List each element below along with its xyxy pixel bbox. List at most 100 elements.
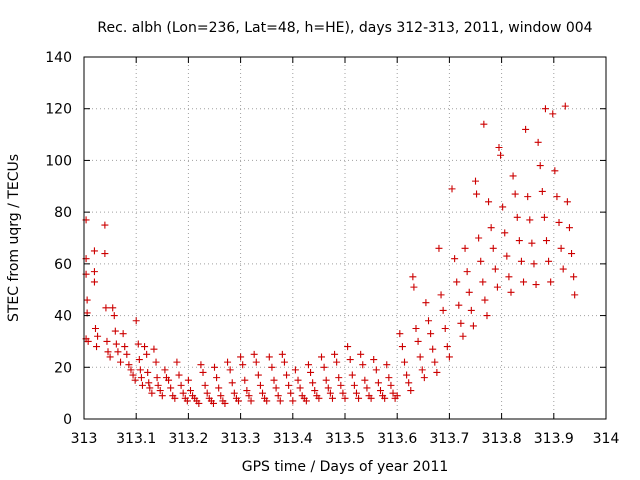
data-point [370, 356, 378, 364]
data-point [296, 384, 304, 392]
data-point [154, 381, 162, 389]
data-point [320, 363, 328, 371]
data-point [215, 384, 223, 392]
data-point [515, 237, 523, 245]
data-point [285, 381, 293, 389]
data-point [195, 399, 203, 407]
x-tick-label: 313.3 [221, 431, 261, 447]
data-point [315, 394, 323, 402]
data-point [341, 394, 349, 402]
data-point [239, 361, 247, 369]
data-point [252, 358, 260, 366]
data-point [469, 322, 477, 330]
data-point [289, 397, 297, 405]
data-point [136, 366, 144, 374]
data-point [359, 361, 367, 369]
data-point [94, 332, 102, 340]
data-point [177, 381, 185, 389]
data-point [90, 247, 98, 255]
data-point [410, 283, 418, 291]
data-point [265, 353, 273, 361]
data-point [520, 278, 528, 286]
data-point [104, 348, 112, 356]
data-point [420, 374, 428, 382]
data-point [101, 221, 109, 229]
data-point [339, 389, 347, 397]
data-point [549, 110, 557, 118]
x-tick-label: 313.5 [325, 431, 365, 447]
data-point [103, 337, 111, 345]
data-point [538, 187, 546, 195]
data-point [503, 252, 511, 260]
data-point [83, 296, 91, 304]
data-point [405, 379, 413, 387]
x-tick-label: 313.9 [534, 431, 574, 447]
data-point [112, 340, 120, 348]
data-point [184, 376, 192, 384]
data-point [243, 387, 251, 395]
data-point [263, 397, 271, 405]
data-points [82, 102, 579, 407]
data-point [201, 381, 209, 389]
y-tick-label: 60 [54, 257, 72, 273]
data-point [561, 102, 569, 110]
y-tick-label: 140 [45, 50, 72, 66]
data-point [211, 363, 218, 371]
data-point [505, 273, 513, 281]
data-point [513, 213, 521, 221]
data-point [148, 389, 156, 397]
data-point [487, 224, 495, 232]
data-point [226, 366, 234, 374]
data-point [93, 343, 101, 351]
data-point [245, 392, 253, 400]
grid-lines [84, 57, 606, 419]
data-point [173, 358, 181, 366]
data-point [134, 340, 142, 348]
data-point [213, 374, 221, 382]
data-point [457, 319, 465, 327]
data-point [541, 105, 549, 113]
data-point [326, 389, 334, 397]
data-point [425, 317, 433, 325]
data-point [431, 358, 439, 366]
data-point [383, 361, 391, 369]
data-point [374, 379, 382, 387]
data-point [311, 387, 319, 395]
x-axis-ticks: 313 313.1 313.2 313.3 313.4 313.5 313.6 313.7 31… [71, 57, 620, 447]
chart-title: Rec. albh (Lon=236, Lat=48, h=HE), days … [97, 20, 592, 36]
data-point [209, 399, 217, 407]
data-point [559, 265, 567, 273]
data-point [441, 325, 449, 332]
data-point [479, 278, 487, 286]
data-point [403, 371, 411, 379]
data-point [230, 389, 238, 397]
data-point [121, 343, 129, 351]
data-point [547, 278, 555, 286]
data-point [150, 345, 158, 353]
data-point [532, 281, 540, 289]
data-point [259, 389, 267, 397]
data-point [138, 381, 146, 389]
data-point [427, 330, 435, 338]
x-tick-label: 314 [593, 431, 620, 447]
data-point [551, 167, 559, 175]
data-point [465, 288, 473, 296]
data-point [571, 291, 579, 299]
data-point [412, 325, 420, 332]
data-point [331, 350, 339, 358]
data-point [495, 144, 503, 151]
data-point [414, 337, 422, 345]
data-point [153, 374, 161, 382]
data-point [237, 353, 245, 361]
data-point [199, 368, 207, 376]
y-tick-label: 100 [45, 153, 72, 169]
data-point [304, 361, 312, 369]
data-point [350, 381, 358, 389]
data-point [102, 304, 110, 312]
data-point [376, 387, 384, 395]
data-point [439, 306, 447, 314]
data-point [455, 301, 463, 309]
data-point [101, 250, 109, 258]
data-point [152, 358, 160, 366]
data-point [489, 244, 497, 252]
